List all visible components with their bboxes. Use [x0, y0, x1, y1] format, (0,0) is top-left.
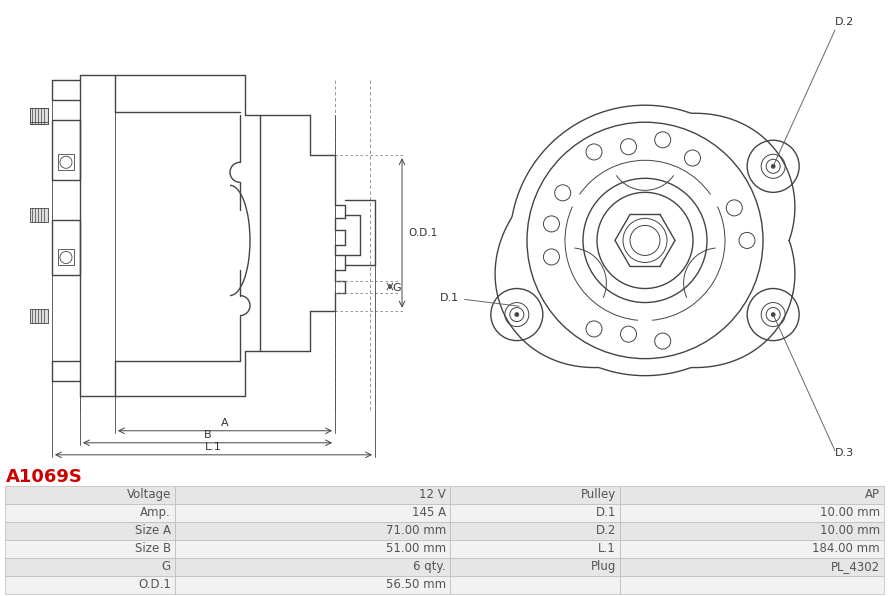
Text: 71.00 mm: 71.00 mm	[386, 524, 446, 538]
Bar	[5, 522, 175, 540]
Bar	[30, 108, 48, 124]
Bar	[5, 486, 175, 504]
Text: 10.00 mm: 10.00 mm	[820, 524, 880, 538]
Bar	[175, 522, 450, 540]
Bar	[175, 540, 450, 558]
Text: O.D.1: O.D.1	[408, 228, 437, 238]
Bar	[620, 540, 884, 558]
Text: D.2: D.2	[596, 524, 616, 538]
Bar	[30, 108, 48, 122]
Bar	[620, 558, 884, 576]
Bar	[58, 154, 74, 170]
Circle shape	[771, 164, 775, 168]
Bar	[52, 120, 80, 181]
Text: 6 qty.: 6 qty.	[413, 560, 446, 573]
Text: Plug: Plug	[590, 560, 616, 573]
Bar	[620, 576, 884, 594]
Text: 56.50 mm: 56.50 mm	[386, 579, 446, 591]
Text: Voltage: Voltage	[126, 489, 171, 501]
Text: L.1: L.1	[598, 542, 616, 555]
Bar	[30, 108, 48, 124]
Text: Pulley: Pulley	[581, 489, 616, 501]
Text: A: A	[221, 418, 228, 428]
Text: Size A: Size A	[135, 524, 171, 538]
Text: L.1: L.1	[205, 442, 222, 452]
Bar	[175, 486, 450, 504]
Bar	[450, 522, 620, 540]
Bar	[620, 504, 884, 522]
Bar	[58, 250, 74, 265]
Bar	[5, 558, 175, 576]
Bar	[52, 221, 80, 275]
Text: 12 V: 12 V	[420, 489, 446, 501]
Text: Amp.: Amp.	[140, 507, 171, 520]
Bar	[30, 309, 48, 322]
Bar	[30, 108, 48, 124]
Bar	[450, 540, 620, 558]
Text: PL_4302: PL_4302	[831, 560, 880, 573]
Text: 51.00 mm: 51.00 mm	[386, 542, 446, 555]
Bar	[175, 504, 450, 522]
Text: B: B	[204, 430, 212, 440]
Bar	[450, 558, 620, 576]
Bar	[450, 486, 620, 504]
Text: O.D.1: O.D.1	[138, 579, 171, 591]
Text: G: G	[392, 283, 401, 293]
Bar	[450, 576, 620, 594]
Text: G: G	[162, 560, 171, 573]
Bar	[620, 486, 884, 504]
Circle shape	[771, 312, 775, 316]
Bar	[5, 540, 175, 558]
Text: D.1: D.1	[440, 293, 519, 306]
Bar	[620, 522, 884, 540]
Text: 184.00 mm: 184.00 mm	[813, 542, 880, 555]
Text: A1069S: A1069S	[6, 468, 83, 486]
Text: D.1: D.1	[596, 507, 616, 520]
Bar	[5, 504, 175, 522]
Text: 145 A: 145 A	[412, 507, 446, 520]
Bar	[450, 504, 620, 522]
Text: D.3: D.3	[835, 448, 854, 458]
Text: D.2: D.2	[835, 17, 854, 27]
Bar	[5, 576, 175, 594]
Text: 10.00 mm: 10.00 mm	[820, 507, 880, 520]
Bar	[30, 209, 48, 222]
Text: Size B: Size B	[135, 542, 171, 555]
Circle shape	[515, 312, 519, 316]
Bar	[175, 576, 450, 594]
Bar	[175, 558, 450, 576]
Text: AP: AP	[865, 489, 880, 501]
